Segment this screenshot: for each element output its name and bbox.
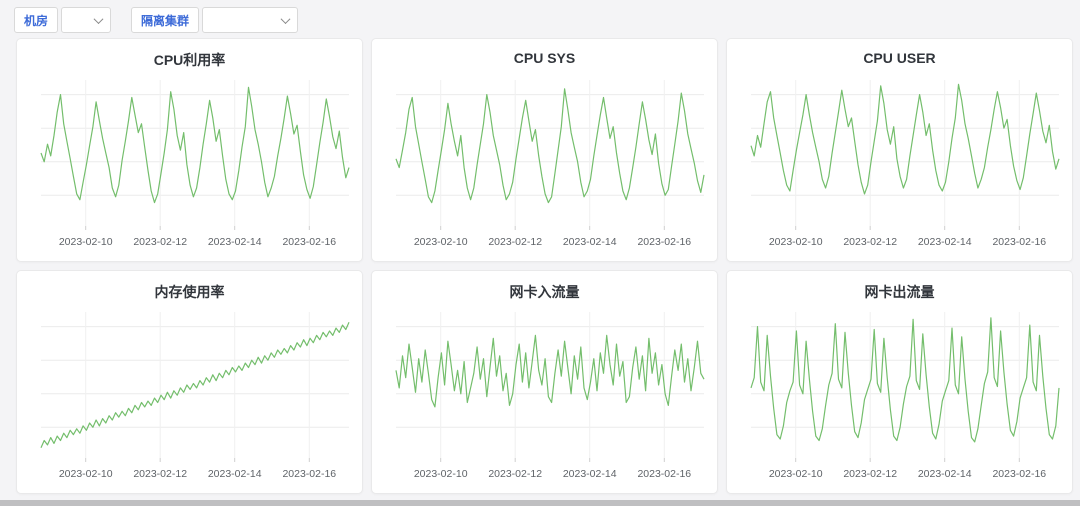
chart-card-mem-usage: 内存使用率 2023-02-10 2023-02-12 2023-02-14 2023…	[16, 270, 363, 494]
chart-title: 网卡出流量	[864, 284, 935, 300]
x-tick-label: 2023-02-16	[637, 468, 691, 480]
room-select[interactable]	[61, 7, 112, 33]
chart-title: CPU SYS	[513, 50, 576, 66]
window-bottom-edge	[0, 500, 1080, 506]
x-tick-label: 2023-02-14	[208, 236, 262, 248]
chart-card-cpu-sys: CPU SYS 2023-02-10 2023-02-12 2023-02-14 20…	[371, 38, 718, 262]
series-line	[395, 334, 705, 408]
cluster-filter-group: 隔离集群	[131, 7, 299, 33]
chart-card-cpu-user: CPU USER 2023-02-10 2023-02-12 2023-02-14 2…	[726, 38, 1073, 262]
x-tick-label: 2023-02-16	[282, 468, 336, 480]
x-tick-label: 2023-02-10	[414, 468, 468, 480]
chart-title: 内存使用率	[154, 284, 225, 300]
x-tick-label: 2023-02-16	[637, 236, 691, 248]
chart-title: 网卡入流量	[509, 284, 580, 300]
x-tick-label: 2023-02-12	[488, 468, 542, 480]
x-tick-label: 2023-02-12	[488, 236, 542, 248]
x-tick-label: 2023-02-10	[769, 468, 823, 480]
x-tick-label: 2023-02-14	[208, 468, 262, 480]
dashboard-grid: CPU利用率 2023-02-10 2023-02-12 2023-02-14 202…	[0, 38, 1080, 494]
line-chart-cpu-util[interactable]: 2023-02-10 2023-02-12 2023-02-14 2023-02-16	[25, 68, 356, 263]
chart-card-cpu-util: CPU利用率 2023-02-10 2023-02-12 2023-02-14 202…	[16, 38, 363, 262]
chart-title: CPU利用率	[153, 52, 226, 68]
x-tick-label: 2023-02-12	[843, 468, 897, 480]
x-tick-label: 2023-02-10	[769, 236, 823, 248]
cluster-filter-label[interactable]: 隔离集群	[131, 7, 200, 33]
room-filter-label[interactable]: 机房	[14, 7, 59, 33]
chevron-down-icon	[280, 13, 291, 24]
x-tick-label: 2023-02-16	[992, 468, 1046, 480]
chart-title: CPU USER	[863, 50, 936, 66]
series-line	[395, 88, 705, 204]
x-tick-label: 2023-02-12	[133, 236, 187, 248]
cluster-select[interactable]	[202, 7, 299, 33]
x-tick-label: 2023-02-10	[59, 468, 113, 480]
line-chart-cpu-sys[interactable]: 2023-02-10 2023-02-12 2023-02-14 2023-02-16	[380, 68, 711, 263]
chart-card-nic-out: 网卡出流量 2023-02-10 2023-02-12 2023-02-14 2023…	[726, 270, 1073, 494]
x-tick-label: 2023-02-12	[843, 236, 897, 248]
line-chart-mem-usage[interactable]: 2023-02-10 2023-02-12 2023-02-14 2023-02-16	[25, 300, 356, 495]
x-tick-label: 2023-02-10	[414, 236, 468, 248]
chart-card-nic-in: 网卡入流量 2023-02-10 2023-02-12 2023-02-14 2023…	[371, 270, 718, 494]
series-line	[40, 86, 350, 204]
x-tick-label: 2023-02-14	[918, 236, 972, 248]
line-chart-nic-in[interactable]: 2023-02-10 2023-02-12 2023-02-14 2023-02-16	[380, 300, 711, 495]
chevron-down-icon	[93, 13, 104, 24]
series-line	[750, 83, 1060, 195]
x-tick-label: 2023-02-16	[282, 236, 336, 248]
series-line	[40, 321, 350, 449]
x-tick-label: 2023-02-12	[133, 468, 187, 480]
x-tick-label: 2023-02-14	[563, 236, 617, 248]
filter-toolbar: 机房 隔离集群	[0, 0, 1080, 38]
x-tick-label: 2023-02-16	[992, 236, 1046, 248]
x-tick-label: 2023-02-14	[563, 468, 617, 480]
line-chart-cpu-user[interactable]: 2023-02-10 2023-02-12 2023-02-14 2023-02-16	[735, 68, 1066, 263]
room-filter-group: 机房	[14, 7, 125, 33]
series-line	[750, 317, 1060, 443]
x-tick-label: 2023-02-14	[918, 468, 972, 480]
line-chart-nic-out[interactable]: 2023-02-10 2023-02-12 2023-02-14 2023-02-16	[735, 300, 1066, 495]
x-tick-label: 2023-02-10	[59, 236, 113, 248]
